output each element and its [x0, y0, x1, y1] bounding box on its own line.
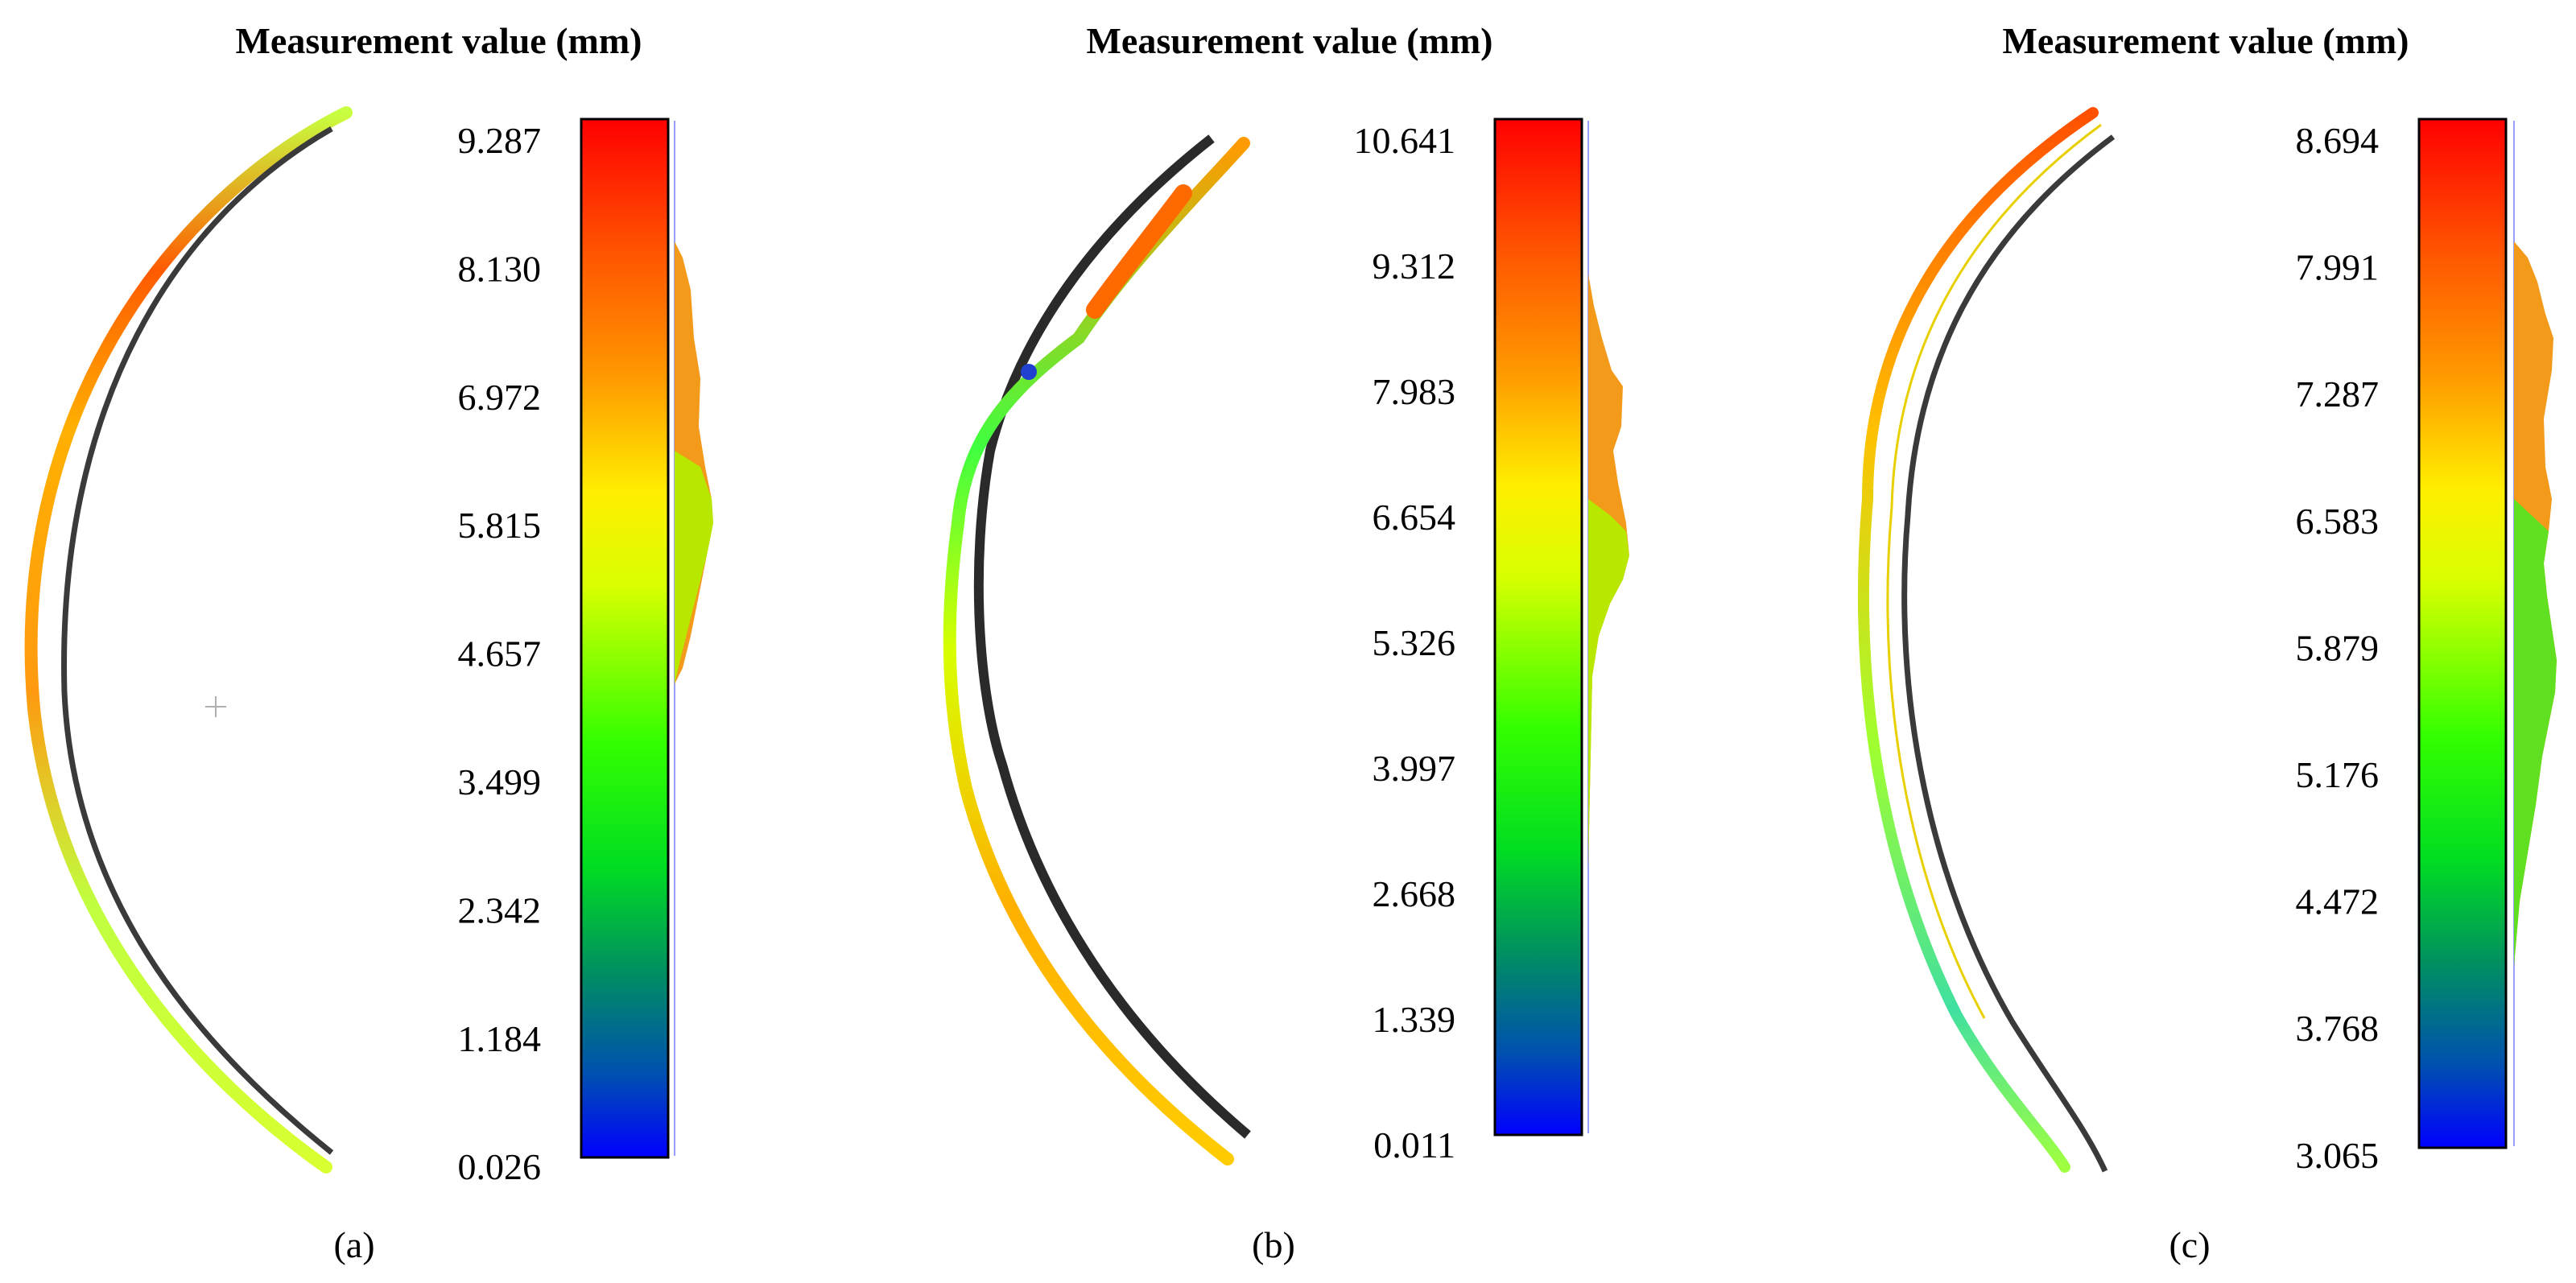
tick-label: 8.130	[458, 248, 542, 289]
measured-profile	[24, 106, 353, 1174]
profile-plot	[1857, 107, 2116, 1173]
tick-label: 9.287	[458, 120, 542, 161]
measured-profile-segment	[1086, 184, 1192, 319]
tick-label: 5.879	[2296, 627, 2380, 668]
color-bar	[1493, 118, 1583, 1137]
tick-label: 7.287	[2296, 373, 2380, 415]
color-scale: 9.287 8.130 6.972 5.815 4.657 3.499 2.342 1.184…	[458, 118, 713, 1187]
value-histogram-low	[675, 451, 713, 684]
tick-label: 6.654	[1373, 497, 1456, 538]
tick-label: 3.499	[458, 761, 542, 802]
tick-label: 3.768	[2296, 1008, 2380, 1049]
panel-a: Measurement value (mm) 9.287 8.130 6.972 5.…	[24, 20, 713, 1265]
scale-title: Measurement value (mm)	[2002, 20, 2409, 61]
tick-label: 0.026	[458, 1146, 542, 1187]
reference-profile	[1901, 134, 2116, 1173]
tick-label: 5.326	[1373, 622, 1456, 663]
tick-label: 1.339	[1373, 999, 1456, 1040]
panel-caption: (c)	[2169, 1224, 2210, 1265]
panel-caption: (b)	[1252, 1224, 1295, 1265]
color-bar	[580, 118, 670, 1159]
tick-label: 10.641	[1354, 120, 1456, 161]
value-histogram-low	[2514, 499, 2557, 966]
color-bar	[2417, 118, 2508, 1149]
panel-c: Measurement value (mm) 8.694 7.991 7.287 6.…	[1857, 20, 2557, 1265]
tick-label: 1.184	[458, 1018, 542, 1059]
tick-label: 7.991	[2296, 247, 2380, 288]
tick-label: 3.997	[1373, 748, 1456, 789]
reference-profile	[973, 134, 1251, 1139]
tick-label: 9.312	[1373, 245, 1456, 287]
color-scale: 10.641 9.312 7.983 6.654 5.326 3.997 2.668 1.33…	[1354, 118, 1629, 1165]
scale-title: Measurement value (mm)	[1086, 20, 1492, 61]
tick-label: 6.972	[458, 377, 542, 418]
reference-profile	[61, 126, 334, 1155]
tick-label: 6.583	[2296, 501, 2380, 542]
tick-label: 5.176	[2296, 754, 2380, 795]
profile-plot	[943, 134, 1251, 1165]
tick-label: 3.065	[2296, 1135, 2380, 1176]
scale-title: Measurement value (mm)	[235, 20, 642, 61]
tick-label: 4.657	[458, 633, 542, 675]
tick-label: 0.011	[1373, 1124, 1455, 1165]
measured-profile	[1857, 107, 2099, 1173]
tick-label: 4.472	[2296, 881, 2380, 922]
value-histogram-low	[1588, 499, 1629, 869]
panel-caption: (a)	[333, 1224, 374, 1265]
tick-label: 2.668	[1373, 873, 1456, 914]
profile-plot	[24, 106, 353, 1174]
tick-label: 2.342	[458, 889, 542, 930]
low-value-spot	[1021, 364, 1037, 380]
panel-b: Measurement value (mm) 10.641 9.312 7.983 6…	[943, 20, 1629, 1265]
secondary-profile	[1886, 123, 2102, 1019]
tick-label: 8.694	[2296, 120, 2380, 161]
color-scale: 8.694 7.991 7.287 6.583 5.879 5.176 4.472 3.768…	[2296, 118, 2557, 1176]
tick-label: 5.815	[458, 505, 542, 546]
tick-label: 7.983	[1373, 371, 1456, 412]
